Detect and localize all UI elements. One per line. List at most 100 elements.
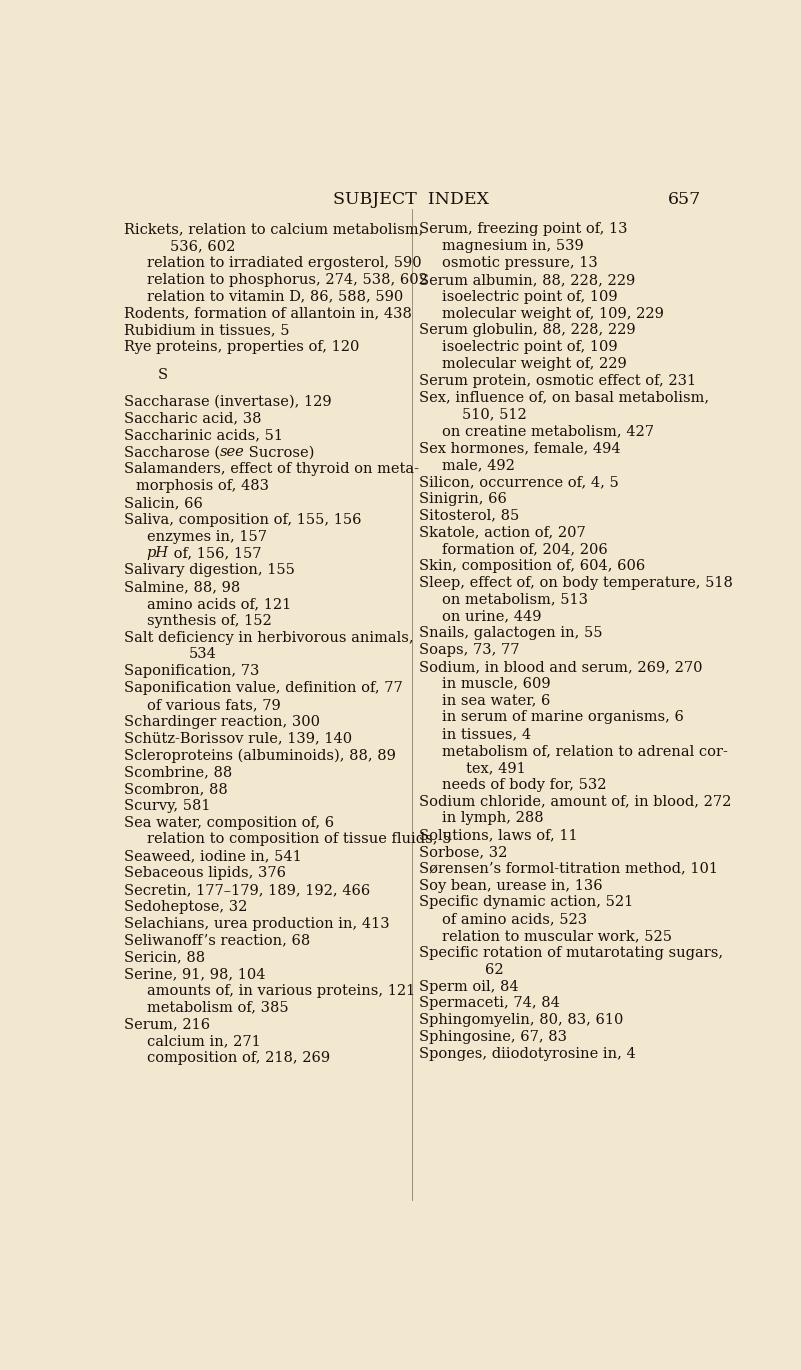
Text: Sitosterol, 85: Sitosterol, 85 [419, 508, 519, 522]
Text: 536, 602: 536, 602 [170, 240, 235, 253]
Text: Soaps, 73, 77: Soaps, 73, 77 [419, 643, 519, 658]
Text: Selachians, urea production in, 413: Selachians, urea production in, 413 [123, 917, 389, 930]
Text: Sperm oil, 84: Sperm oil, 84 [419, 980, 518, 993]
Text: Schütz-Borissov rule, 139, 140: Schütz-Borissov rule, 139, 140 [123, 732, 352, 745]
Text: Specific dynamic action, 521: Specific dynamic action, 521 [419, 896, 633, 910]
Text: Scurvy, 581: Scurvy, 581 [123, 799, 210, 812]
Text: Salt deficiency in herbivorous animals,: Salt deficiency in herbivorous animals, [123, 630, 413, 644]
Text: relation to muscular work, 525: relation to muscular work, 525 [441, 929, 671, 943]
Text: isoelectric point of, 109: isoelectric point of, 109 [441, 340, 618, 355]
Text: see: see [219, 445, 244, 459]
Text: Serine, 91, 98, 104: Serine, 91, 98, 104 [123, 967, 265, 981]
Text: Saponification, 73: Saponification, 73 [123, 664, 259, 678]
Text: Sedoheptose, 32: Sedoheptose, 32 [123, 900, 247, 914]
Text: Rickets, relation to calcium metabolism,: Rickets, relation to calcium metabolism, [123, 222, 423, 237]
Text: molecular weight of, 229: molecular weight of, 229 [441, 358, 626, 371]
Text: in sea water, 6: in sea water, 6 [441, 693, 550, 707]
Text: Rodents, formation of allantoin in, 438: Rodents, formation of allantoin in, 438 [123, 307, 412, 321]
Text: metabolism of, relation to adrenal cor-: metabolism of, relation to adrenal cor- [441, 744, 727, 758]
Text: Saccharinic acids, 51: Saccharinic acids, 51 [123, 429, 283, 443]
Text: Salmine, 88, 98: Salmine, 88, 98 [123, 580, 240, 595]
Text: relation to vitamin D, 86, 588, 590: relation to vitamin D, 86, 588, 590 [147, 289, 403, 304]
Text: metabolism of, 385: metabolism of, 385 [147, 1000, 288, 1015]
Text: Soy bean, urease in, 136: Soy bean, urease in, 136 [419, 878, 602, 893]
Text: 510, 512: 510, 512 [462, 407, 527, 422]
Text: see: see [219, 445, 244, 459]
Text: Spermaceti, 74, 84: Spermaceti, 74, 84 [419, 996, 559, 1011]
Text: Sorbose, 32: Sorbose, 32 [419, 845, 507, 859]
Text: Rubidium in tissues, 5: Rubidium in tissues, 5 [123, 323, 289, 337]
Text: pH: pH [147, 547, 169, 560]
Text: isoelectric point of, 109: isoelectric point of, 109 [441, 289, 618, 304]
Text: on creatine metabolism, 427: on creatine metabolism, 427 [441, 425, 654, 438]
Text: Skatole, action of, 207: Skatole, action of, 207 [419, 525, 586, 540]
Text: Rye proteins, properties of, 120: Rye proteins, properties of, 120 [123, 340, 359, 355]
Text: Saccharic acid, 38: Saccharic acid, 38 [123, 412, 261, 426]
Text: Seaweed, iodine in, 541: Seaweed, iodine in, 541 [123, 849, 301, 863]
Text: Seliwanoff’s reaction, 68: Seliwanoff’s reaction, 68 [123, 933, 310, 948]
Text: Skin, composition of, 604, 606: Skin, composition of, 604, 606 [419, 559, 645, 573]
Text: Sea water, composition of, 6: Sea water, composition of, 6 [123, 815, 334, 830]
Text: Silicon, occurrence of, 4, 5: Silicon, occurrence of, 4, 5 [419, 475, 618, 489]
Text: Sphingomyelin, 80, 83, 610: Sphingomyelin, 80, 83, 610 [419, 1014, 623, 1028]
Text: Sleep, effect of, on body temperature, 518: Sleep, effect of, on body temperature, 5… [419, 575, 732, 589]
Text: synthesis of, 152: synthesis of, 152 [147, 614, 272, 627]
Text: morphosis of, 483: morphosis of, 483 [136, 479, 269, 493]
Text: Saccharose (: Saccharose ( [123, 445, 219, 459]
Text: Sex, influence of, on basal metabolism,: Sex, influence of, on basal metabolism, [419, 390, 709, 404]
Text: molecular weight of, 109, 229: molecular weight of, 109, 229 [441, 307, 663, 321]
Text: Secretin, 177–179, 189, 192, 466: Secretin, 177–179, 189, 192, 466 [123, 882, 370, 897]
Text: Sponges, diiodotyrosine in, 4: Sponges, diiodotyrosine in, 4 [419, 1047, 635, 1060]
Text: Sucrose): Sucrose) [244, 445, 315, 459]
Text: Salamanders, effect of thyroid on meta-: Salamanders, effect of thyroid on meta- [123, 462, 419, 477]
Text: Schardinger reaction, 300: Schardinger reaction, 300 [123, 715, 320, 729]
Text: Sphingosine, 67, 83: Sphingosine, 67, 83 [419, 1030, 566, 1044]
Text: in tissues, 4: in tissues, 4 [441, 727, 531, 741]
Text: Scombron, 88: Scombron, 88 [123, 782, 227, 796]
Text: Serum globulin, 88, 228, 229: Serum globulin, 88, 228, 229 [419, 323, 635, 337]
Text: osmotic pressure, 13: osmotic pressure, 13 [441, 256, 598, 270]
Text: Salivary digestion, 155: Salivary digestion, 155 [123, 563, 295, 577]
Text: Serum albumin, 88, 228, 229: Serum albumin, 88, 228, 229 [419, 273, 635, 286]
Text: calcium in, 271: calcium in, 271 [147, 1034, 260, 1048]
Text: of, 156, 157: of, 156, 157 [169, 547, 261, 560]
Text: magnesium in, 539: magnesium in, 539 [441, 240, 583, 253]
Text: 62: 62 [485, 963, 504, 977]
Text: Scleroproteins (albuminoids), 88, 89: Scleroproteins (albuminoids), 88, 89 [123, 748, 396, 763]
Text: needs of body for, 532: needs of body for, 532 [441, 778, 606, 792]
Text: relation to composition of tissue fluids, 5: relation to composition of tissue fluids… [147, 833, 451, 847]
Text: 657: 657 [668, 190, 701, 208]
Text: S: S [158, 367, 168, 382]
Text: of various fats, 79: of various fats, 79 [147, 697, 280, 712]
Text: Serum, 216: Serum, 216 [123, 1018, 210, 1032]
Text: Sørensen’s formol-titration method, 101: Sørensen’s formol-titration method, 101 [419, 862, 718, 875]
Text: Specific rotation of mutarotating sugars,: Specific rotation of mutarotating sugars… [419, 945, 723, 960]
Text: Saliva, composition of, 155, 156: Saliva, composition of, 155, 156 [123, 512, 361, 526]
Text: 534: 534 [188, 648, 216, 662]
Text: Saponification value, definition of, 77: Saponification value, definition of, 77 [123, 681, 402, 695]
Text: Snails, galactogen in, 55: Snails, galactogen in, 55 [419, 626, 602, 640]
Text: in serum of marine organisms, 6: in serum of marine organisms, 6 [441, 711, 683, 725]
Text: male, 492: male, 492 [441, 458, 514, 473]
Text: Scombrine, 88: Scombrine, 88 [123, 764, 232, 780]
Text: amino acids of, 121: amino acids of, 121 [147, 597, 291, 611]
Text: Serum, freezing point of, 13: Serum, freezing point of, 13 [419, 222, 627, 237]
Text: relation to phosphorus, 274, 538, 602: relation to phosphorus, 274, 538, 602 [147, 273, 428, 286]
Text: Serum protein, osmotic effect of, 231: Serum protein, osmotic effect of, 231 [419, 374, 696, 388]
Text: in muscle, 609: in muscle, 609 [441, 677, 550, 690]
Text: composition of, 218, 269: composition of, 218, 269 [147, 1051, 330, 1064]
Text: in lymph, 288: in lymph, 288 [441, 811, 543, 825]
Text: Sinigrin, 66: Sinigrin, 66 [419, 492, 506, 506]
Text: relation to irradiated ergosterol, 590: relation to irradiated ergosterol, 590 [147, 256, 421, 270]
Text: of amino acids, 523: of amino acids, 523 [441, 912, 586, 926]
Text: formation of, 204, 206: formation of, 204, 206 [441, 543, 607, 556]
Text: SUBJECT  INDEX: SUBJECT INDEX [332, 190, 489, 208]
Text: tex, 491: tex, 491 [466, 760, 526, 775]
Text: Sex hormones, female, 494: Sex hormones, female, 494 [419, 441, 620, 455]
Text: Sodium, in blood and serum, 269, 270: Sodium, in blood and serum, 269, 270 [419, 660, 702, 674]
Text: Saccharase (invertase), 129: Saccharase (invertase), 129 [123, 395, 332, 410]
Text: Salicin, 66: Salicin, 66 [123, 496, 203, 510]
Text: Sodium chloride, amount of, in blood, 272: Sodium chloride, amount of, in blood, 27… [419, 795, 731, 808]
Text: Sericin, 88: Sericin, 88 [123, 951, 205, 964]
Text: on metabolism, 513: on metabolism, 513 [441, 593, 588, 607]
